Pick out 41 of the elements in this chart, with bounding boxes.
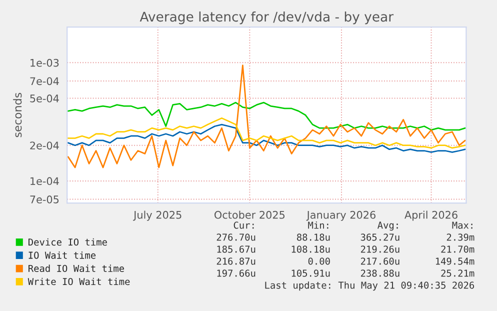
text: Cur: (234, 222, 254, 229)
text: Max: (452, 222, 472, 229)
text: Last update: Thu May 21 09:40:35 2026 (265, 281, 474, 291)
legend-label: IO Wait time (28, 252, 96, 259)
line-series (67, 124, 466, 153)
y-axis-title: seconds (13, 92, 22, 138)
chart-title: Average latency for /dev/vda - by year (140, 11, 394, 24)
y-tick-label: 7e-05 (30, 196, 59, 204)
text: 149.54m (436, 258, 474, 265)
y-tick-label: 7e-04 (30, 77, 59, 86)
y-tick-label: 1e-04 (30, 177, 59, 186)
line-series (67, 102, 466, 131)
text: 88.18u (296, 234, 330, 241)
text: 185.67u (217, 246, 256, 253)
legend-label: Read IO Wait time (28, 264, 124, 272)
text: Min: (308, 221, 328, 229)
legend-label: Write IO Wait time (28, 278, 130, 286)
x-tick-label: July 2025 (133, 210, 182, 221)
text: 276.70u (216, 234, 256, 241)
text: 2.39m (446, 234, 474, 241)
y-tick-label: 2e-04 (30, 142, 59, 150)
text: 21.70m (441, 246, 474, 253)
text: 105.91u (292, 270, 330, 277)
x-tick-label: October 2025 (214, 210, 285, 219)
x-tick-label: January 2026 (306, 210, 376, 221)
line-series (67, 117, 466, 149)
text: 238.88u (360, 270, 400, 277)
text: 219.26u (360, 246, 400, 253)
line-series (67, 64, 466, 168)
text: 25.21m (441, 270, 474, 277)
text: 108.18u (292, 246, 330, 253)
text: 0.00 (308, 258, 330, 265)
legend-label: Device IO time (28, 238, 107, 246)
text: Avg: (378, 222, 398, 231)
text: 365.27u (360, 234, 400, 241)
text: 197.66u (217, 270, 256, 277)
text: 216.87u (216, 258, 256, 265)
y-tick-label: 5e-04 (30, 94, 59, 102)
text: 217.60u (360, 258, 400, 265)
x-tick-label: April 2026 (404, 210, 458, 221)
y-tick-label: 1e-03 (30, 58, 59, 67)
